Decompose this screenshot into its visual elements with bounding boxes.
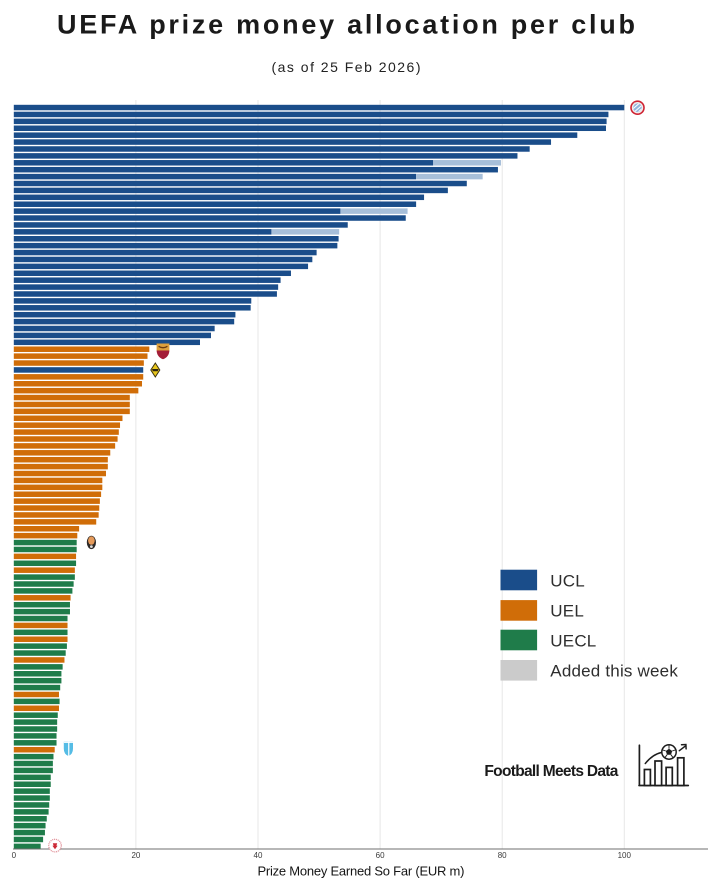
svg-text:60: 60 [376,851,385,860]
svg-text:40: 40 [254,851,263,860]
svg-text:Added this week: Added this week [550,662,678,681]
svg-text:20: 20 [131,851,140,860]
svg-text:0: 0 [12,851,17,860]
svg-text:UCL: UCL [550,571,585,590]
svg-text:100: 100 [618,851,632,860]
svg-text:(as of 25 Feb 2026): (as of 25 Feb 2026) [272,59,421,75]
svg-text:Prize Money Earned So Far (EUR: Prize Money Earned So Far (EUR m) [258,864,465,879]
svg-text:80: 80 [498,851,507,860]
svg-text:UEL: UEL [550,602,584,621]
svg-text:UECL: UECL [550,631,596,650]
svg-text:Football Meets Data: Football Meets Data [484,763,618,780]
